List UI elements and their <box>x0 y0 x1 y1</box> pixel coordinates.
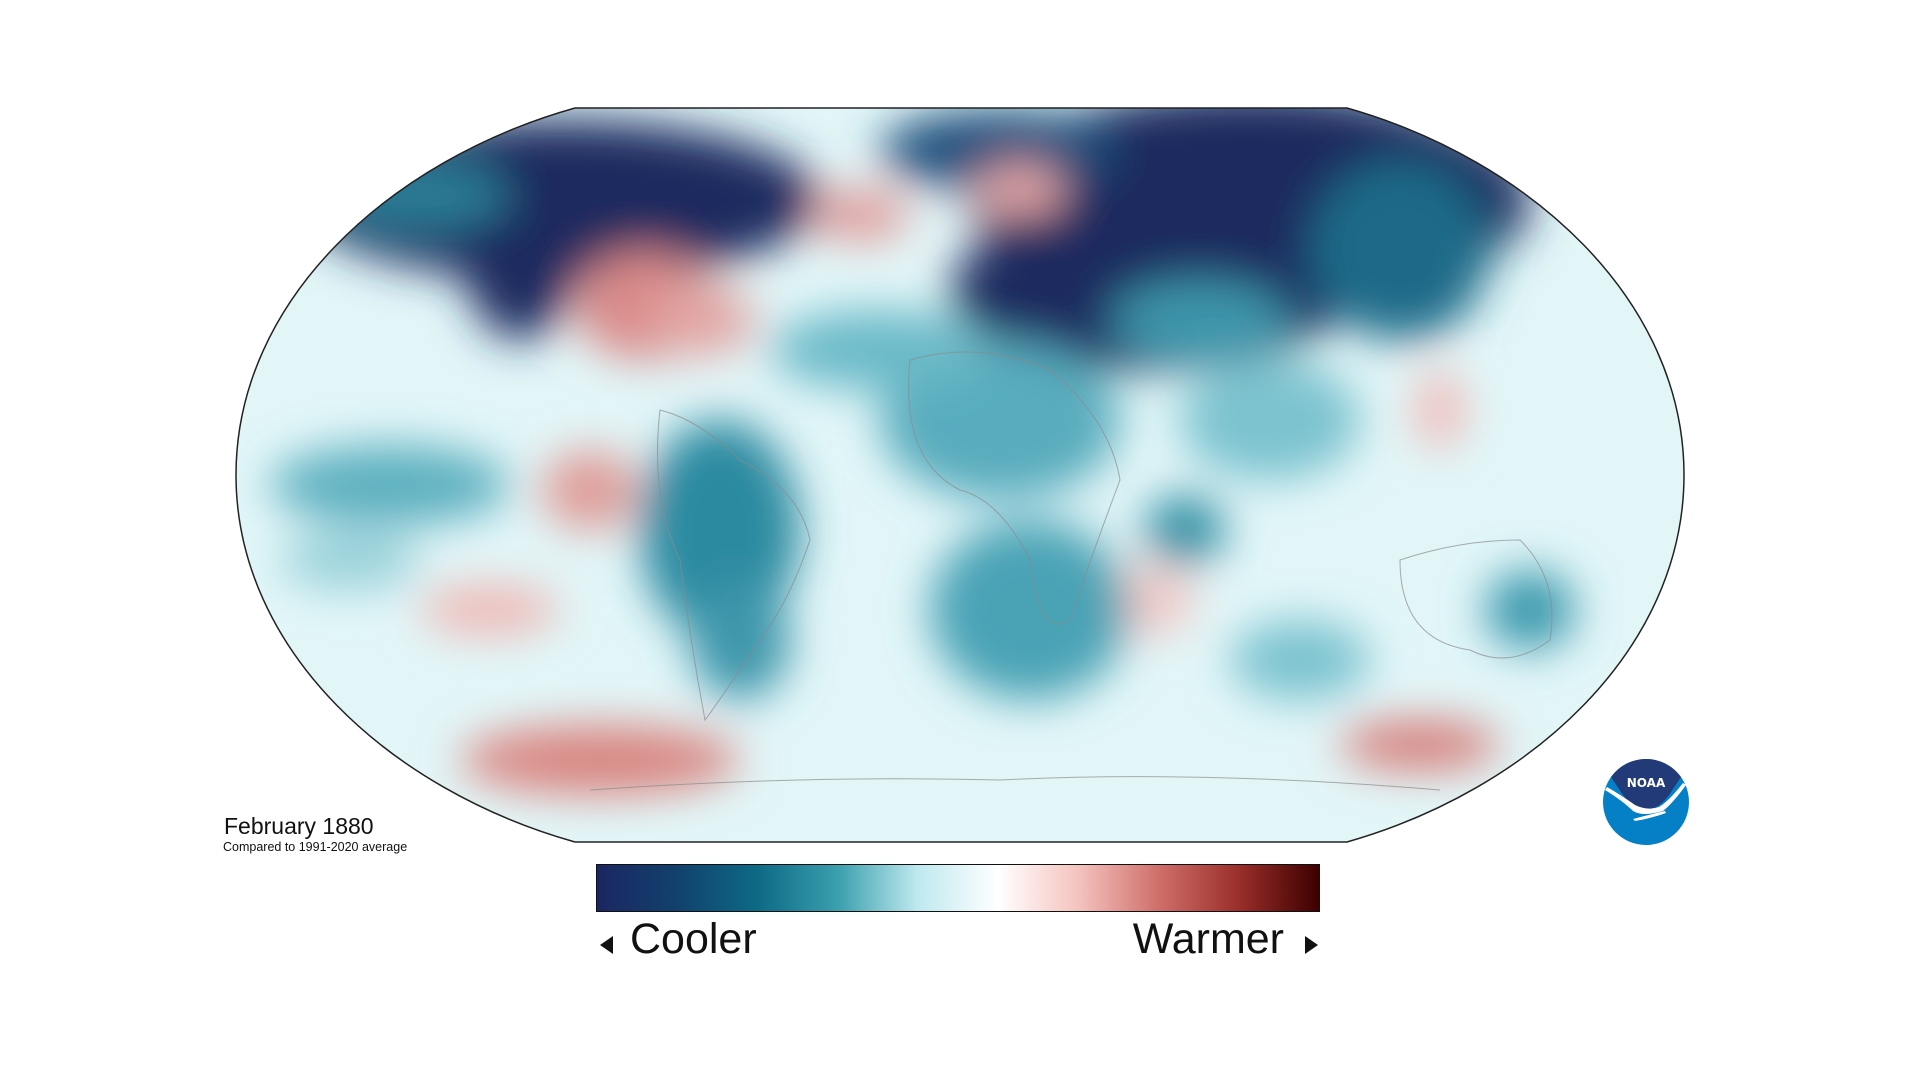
anomaly-region <box>330 160 510 230</box>
anomaly-region <box>1230 620 1370 700</box>
anomaly-region <box>645 285 755 355</box>
coastline <box>589 776 1441 791</box>
anomaly-region <box>770 310 990 390</box>
map-subtitle: Compared to 1991-2020 average <box>223 840 408 854</box>
anomaly-region <box>1110 280 1290 360</box>
anomaly-region <box>1485 570 1575 650</box>
coastline <box>908 351 1121 625</box>
noaa-logo: NOAA <box>1603 759 1689 845</box>
warmer-label: Warmer <box>1132 915 1284 963</box>
coastline <box>657 409 811 722</box>
anomaly-region <box>975 165 1065 215</box>
anomaly-region <box>1310 160 1490 340</box>
anomaly-region <box>1415 370 1465 450</box>
anomaly-region <box>542 450 638 530</box>
anomaly-region <box>930 520 1130 700</box>
anomaly-region <box>1340 720 1500 770</box>
anomaly-region <box>280 530 420 590</box>
color-scale-bar <box>596 864 1320 912</box>
arrow-right-icon <box>1305 936 1318 954</box>
anomaly-field <box>236 108 1684 842</box>
anomaly-region <box>880 110 1120 190</box>
anomaly-region <box>640 420 800 640</box>
anomaly-region <box>1145 495 1225 565</box>
anomaly-region <box>460 725 740 795</box>
anomaly-region <box>270 445 510 525</box>
anomaly-region <box>810 190 910 240</box>
map-outline <box>235 107 1685 843</box>
cooler-label: Cooler <box>630 915 757 963</box>
coastline <box>1399 539 1553 659</box>
anomaly-region <box>420 585 560 635</box>
anomaly-region <box>1180 360 1360 480</box>
anomaly-region <box>690 580 790 700</box>
arrow-left-icon <box>600 936 613 954</box>
map-title: February 1880 <box>224 813 374 839</box>
svg-text:NOAA: NOAA <box>1627 776 1666 790</box>
